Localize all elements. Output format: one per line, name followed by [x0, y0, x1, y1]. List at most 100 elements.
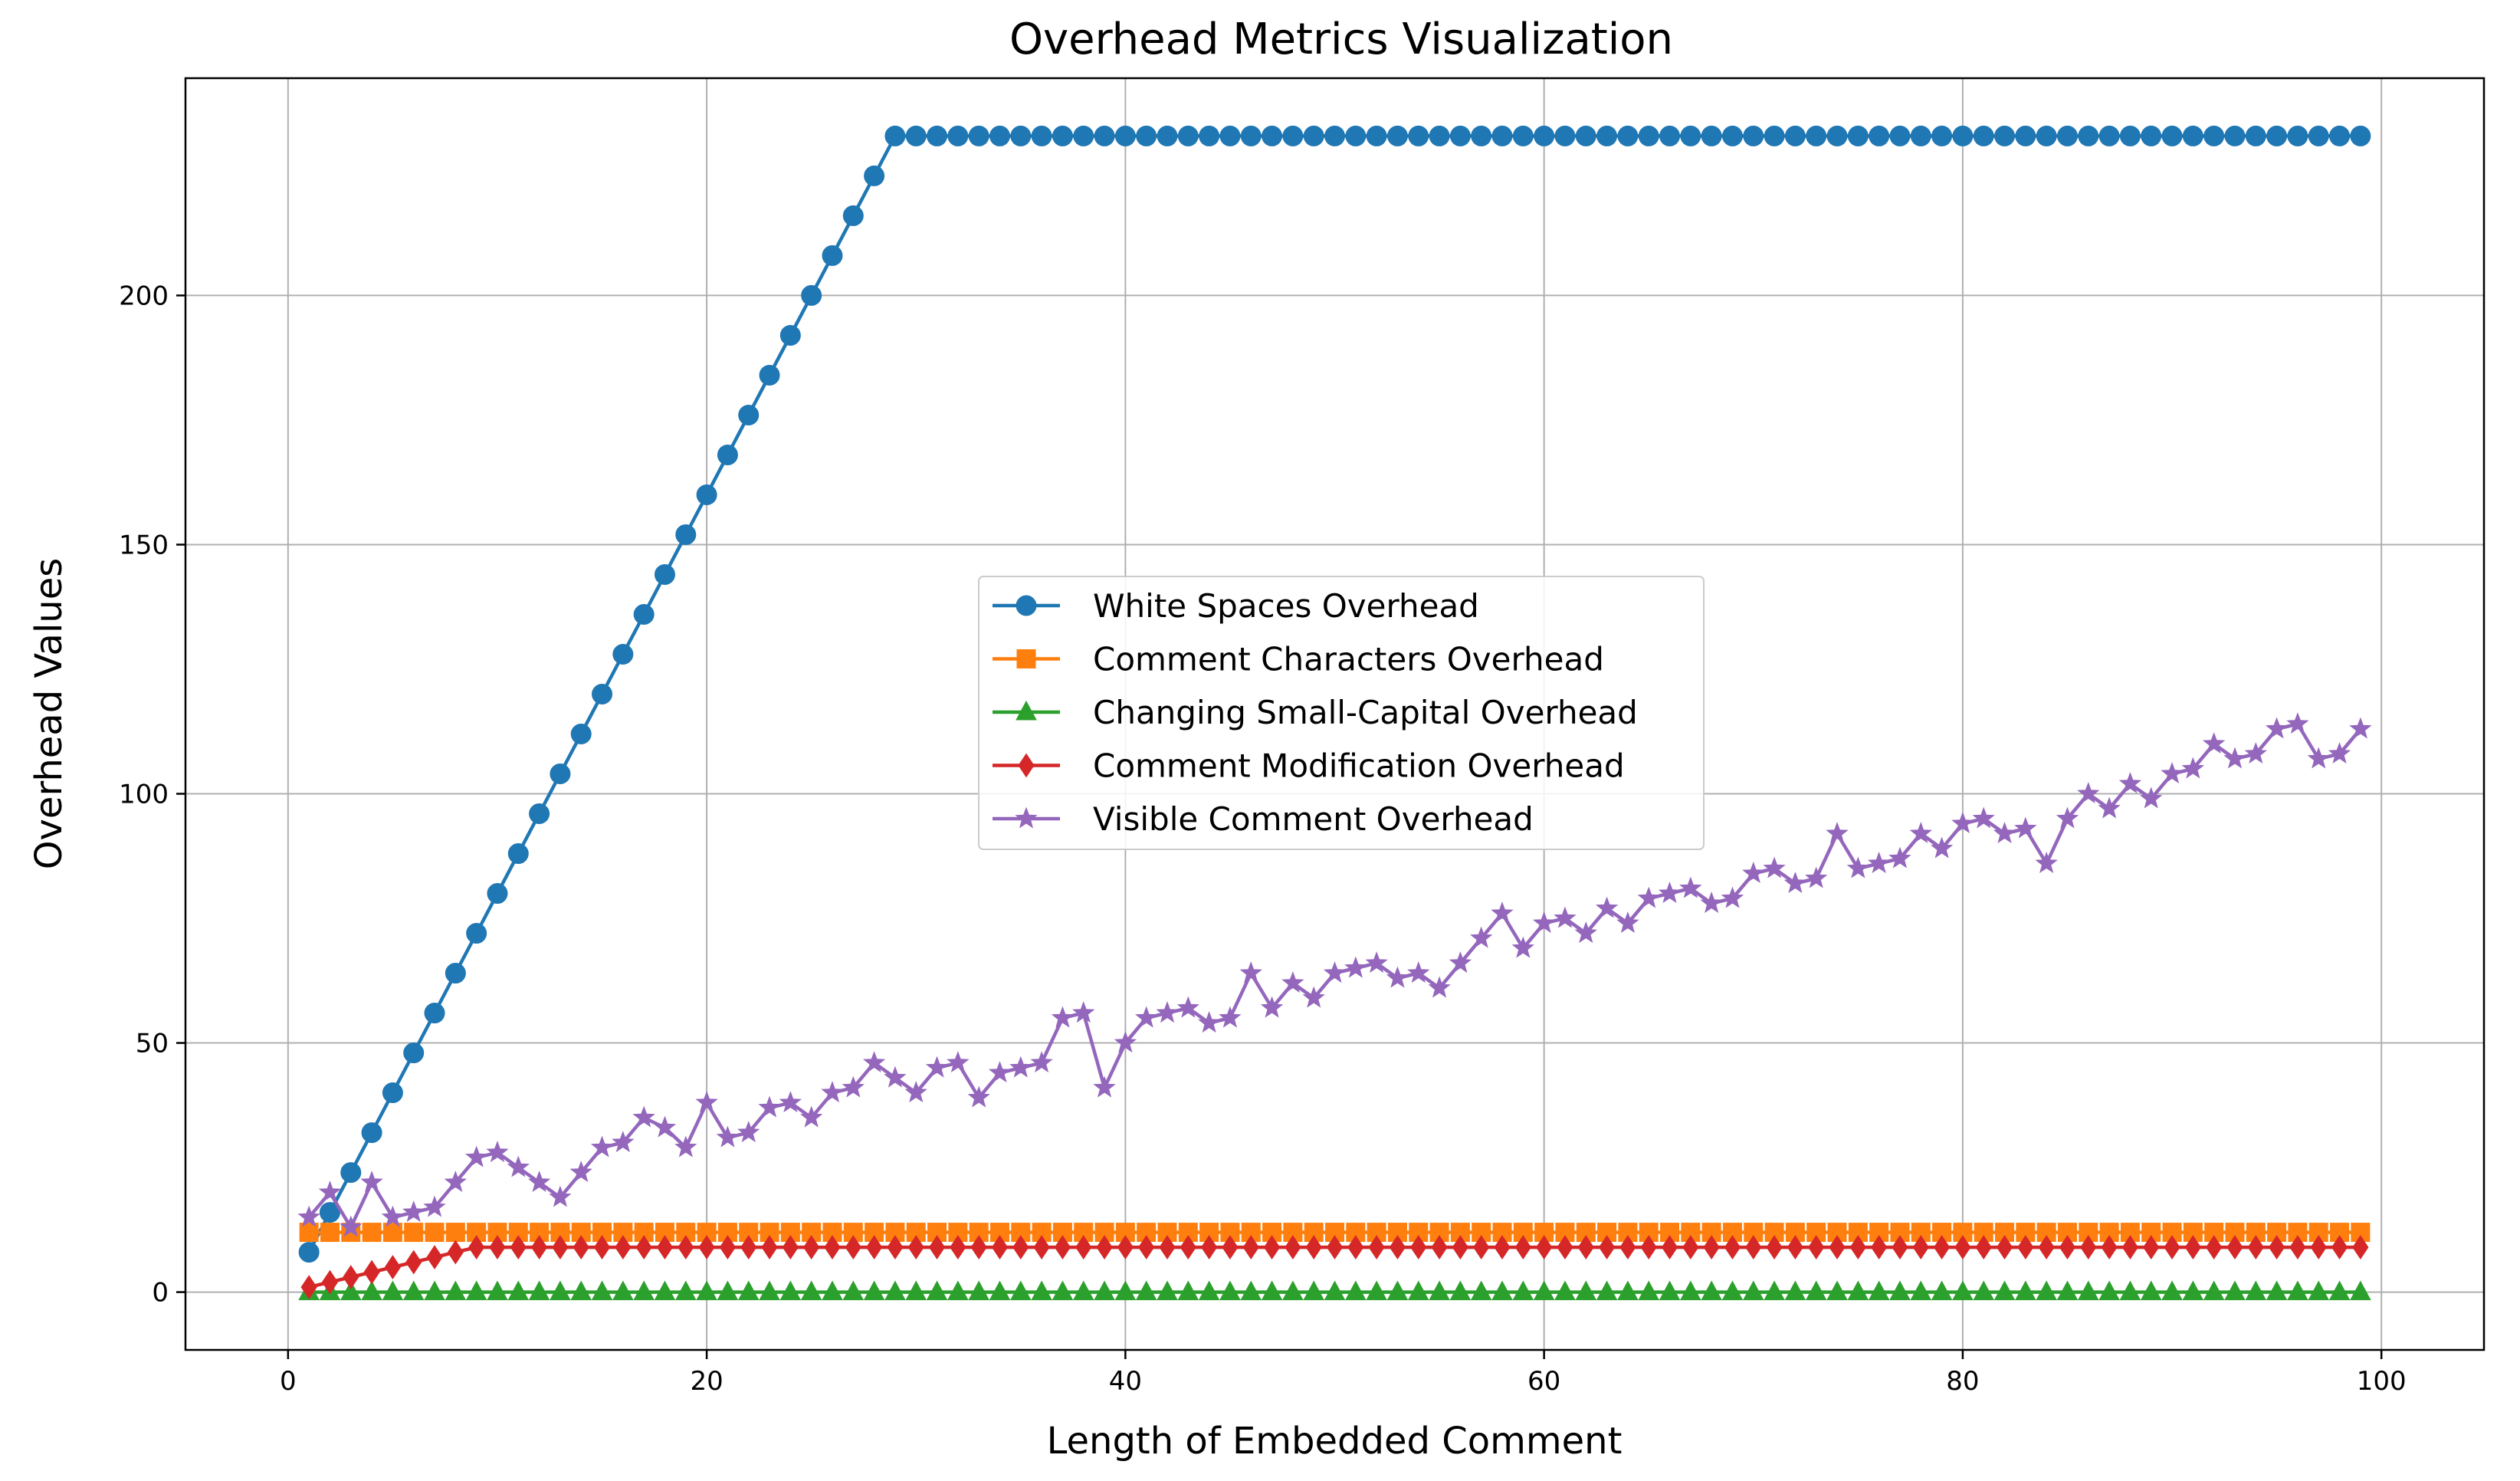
data-point	[1033, 1235, 1050, 1259]
legend-label: Comment Modification Overhead	[1093, 747, 1625, 785]
data-point	[1847, 125, 1869, 146]
data-point	[1010, 125, 1032, 146]
data-point	[2036, 1280, 2057, 1301]
data-point	[737, 1121, 760, 1143]
data-point	[1242, 1235, 1259, 1259]
data-point	[1598, 1235, 1616, 1259]
data-point	[1931, 125, 1953, 146]
data-point	[2308, 125, 2329, 146]
chart-title: Overhead Metrics Visualization	[1009, 15, 1673, 64]
data-point	[1344, 1280, 1367, 1301]
data-point	[822, 1280, 843, 1301]
data-point	[1429, 1280, 1450, 1301]
data-point	[2056, 806, 2079, 829]
data-point	[779, 324, 801, 346]
data-point	[1473, 1235, 1490, 1259]
data-point	[464, 1145, 488, 1167]
data-point	[862, 1051, 886, 1073]
y-tick-label: 50	[136, 1029, 169, 1059]
data-point	[1449, 125, 1471, 146]
data-point	[1536, 1235, 1553, 1259]
data-point	[1303, 1280, 1325, 1301]
data-point	[1534, 125, 1555, 146]
data-point	[510, 1235, 527, 1259]
data-point	[2328, 742, 2351, 763]
data-point	[1721, 125, 1743, 146]
x-tick-label: 0	[280, 1366, 297, 1397]
data-point	[1030, 1051, 1053, 1073]
data-point	[1554, 906, 1577, 928]
data-point	[1386, 125, 1408, 146]
data-point	[632, 1105, 655, 1128]
data-point	[1511, 936, 1534, 958]
legend-label: Visible Comment Overhead	[1093, 800, 1534, 838]
data-point	[1742, 862, 1765, 884]
data-point	[2056, 125, 2078, 146]
legend-label: White Spaces Overhead	[1093, 587, 1479, 625]
data-point	[950, 1235, 966, 1259]
data-point	[1051, 1006, 1075, 1028]
data-point	[2307, 747, 2330, 769]
data-point	[487, 1280, 508, 1301]
data-point	[1409, 1223, 1429, 1243]
data-point	[1700, 892, 1723, 914]
data-point	[2078, 125, 2099, 146]
data-point	[989, 1280, 1011, 1301]
data-point	[2245, 1280, 2267, 1301]
data-point	[1640, 1235, 1657, 1259]
data-point	[695, 1091, 718, 1113]
data-point	[445, 1223, 465, 1243]
data-point	[905, 125, 927, 146]
data-point	[925, 1056, 949, 1078]
data-point	[2266, 125, 2288, 146]
data-point	[1260, 996, 1284, 1018]
data-point	[382, 1082, 403, 1104]
data-point	[2164, 1235, 2180, 1259]
data-point	[947, 1280, 969, 1301]
x-tick-label: 80	[1946, 1366, 1979, 1397]
data-point	[1595, 896, 1619, 918]
data-point	[779, 1091, 802, 1113]
data-point	[1407, 1280, 1429, 1301]
data-point	[1324, 1280, 1346, 1301]
data-point	[591, 1280, 613, 1301]
data-point	[2266, 1280, 2288, 1301]
data-point	[1867, 852, 1891, 873]
data-point	[1808, 1235, 1825, 1259]
data-point	[1682, 1235, 1699, 1259]
data-point	[1764, 1280, 1785, 1301]
data-point	[405, 1249, 422, 1275]
data-point	[1198, 1280, 1220, 1301]
data-point	[1993, 822, 2016, 843]
data-point	[570, 724, 592, 745]
data-point	[717, 1280, 739, 1301]
data-point	[340, 1215, 363, 1237]
data-point	[1972, 806, 1995, 829]
data-point	[842, 1280, 865, 1301]
data-point	[904, 1081, 927, 1103]
data-point	[1805, 866, 1828, 888]
data-point	[1742, 1280, 1764, 1301]
data-point	[1784, 125, 1806, 146]
data-point	[1596, 125, 1618, 146]
data-point	[2098, 1280, 2120, 1301]
data-point	[615, 1235, 632, 1259]
data-point	[1344, 956, 1367, 978]
data-point	[507, 843, 529, 865]
data-point	[2161, 762, 2184, 783]
data-point	[1240, 125, 1262, 146]
data-point	[1031, 125, 1052, 146]
data-point	[863, 1280, 885, 1301]
legend: White Spaces Overhead Comment Characters …	[978, 576, 1705, 850]
data-point	[528, 1280, 550, 1301]
data-point	[1993, 1280, 2016, 1301]
data-point	[1933, 1235, 1951, 1259]
data-point	[1703, 1235, 1720, 1259]
data-point	[2350, 125, 2371, 146]
data-point	[1931, 1280, 1953, 1301]
data-point	[2035, 852, 2058, 873]
data-point	[1219, 1280, 1241, 1301]
data-point	[1679, 1280, 1701, 1301]
data-point	[633, 603, 655, 625]
data-point	[1533, 1280, 1555, 1301]
